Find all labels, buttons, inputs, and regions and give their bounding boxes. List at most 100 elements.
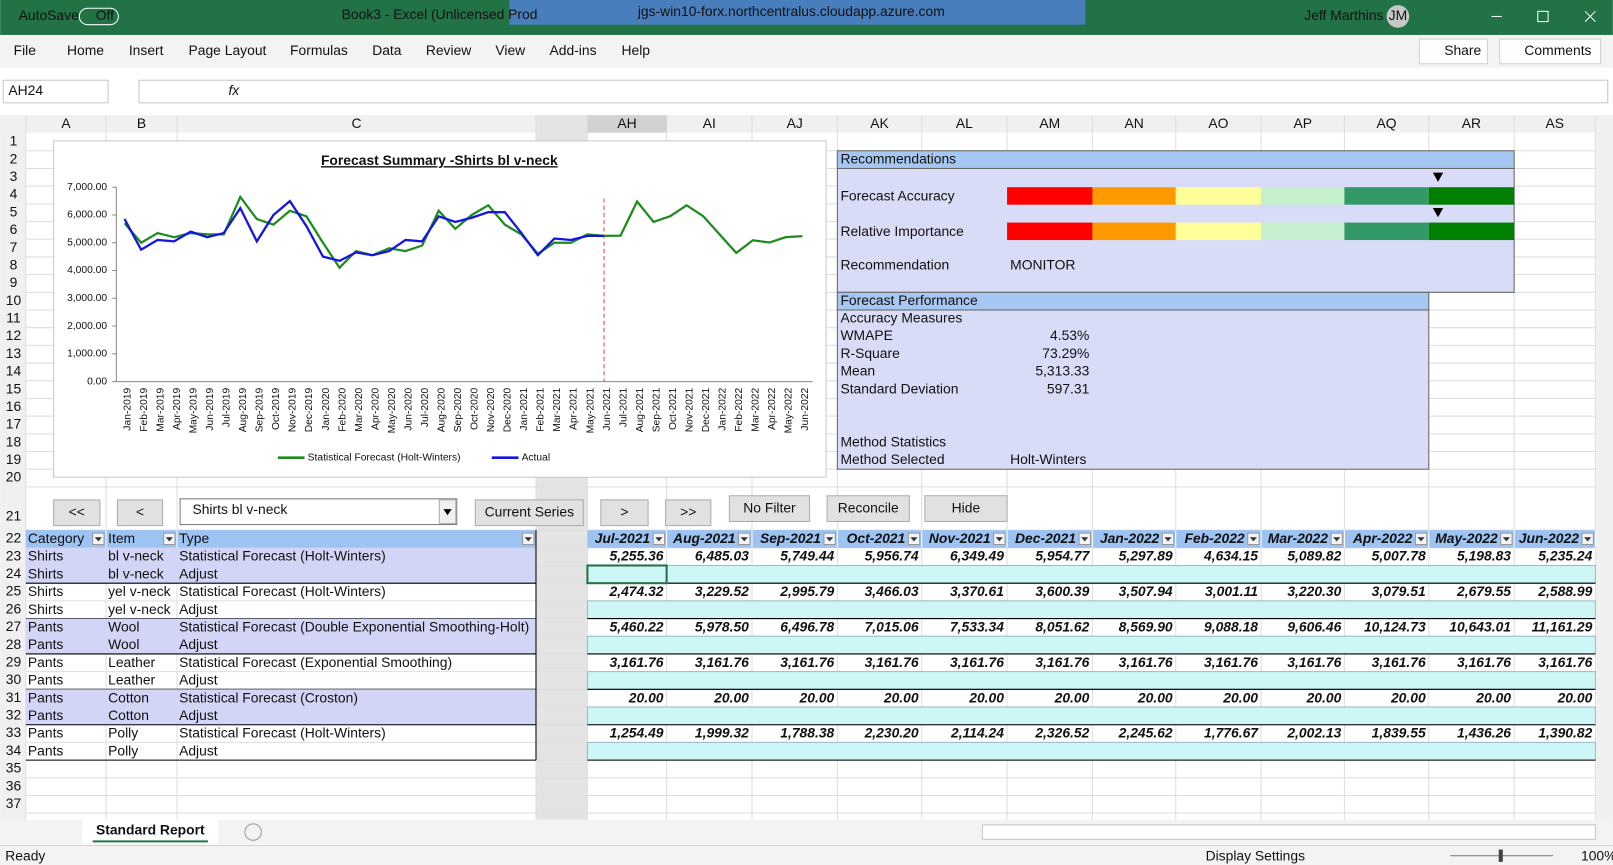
control-button[interactable] <box>116 499 164 527</box>
row-header: 23 <box>6 547 22 563</box>
ribbon-tab[interactable]: Help <box>621 42 650 58</box>
column-header: AQ <box>1377 115 1397 131</box>
ribbon-tab[interactable]: Review <box>426 42 472 58</box>
button-label[interactable]: << <box>69 503 85 519</box>
button-label[interactable]: Hide <box>952 499 981 515</box>
control-button[interactable] <box>924 495 1008 522</box>
select-value[interactable]: Shirts bl v-neck <box>192 501 287 517</box>
column-header: AL <box>956 115 973 131</box>
table-cell: Polly <box>108 725 138 741</box>
control-button[interactable] <box>600 499 649 527</box>
table-header: May-2022 <box>1435 530 1498 546</box>
row-header: 24 <box>6 565 22 581</box>
user-initials: JM <box>1389 7 1408 23</box>
x-tick-label: Jul-2019 <box>222 387 233 427</box>
x-tick-label: Jan-2022 <box>718 387 729 430</box>
table-value: 3,161.76 <box>780 654 834 670</box>
row-header: 25 <box>6 583 22 599</box>
ribbon-tab[interactable]: Add-ins <box>549 42 596 58</box>
x-tick-label: Dec-2020 <box>503 387 514 432</box>
maximize-button[interactable] <box>1537 10 1549 23</box>
row-header: 1 <box>10 133 18 149</box>
table-value: 3,161.76 <box>1204 654 1258 670</box>
y-tick-label: 4,000.00 <box>67 265 107 276</box>
ribbon-tab[interactable]: Data <box>372 42 402 58</box>
button-label[interactable]: > <box>620 503 628 519</box>
gauge-marker <box>1432 207 1444 218</box>
formula-input[interactable] <box>138 79 1609 104</box>
control-button[interactable] <box>665 499 712 527</box>
series-select[interactable] <box>179 498 458 526</box>
gauge-segment <box>1428 222 1515 241</box>
table-value: 2,995.79 <box>779 583 834 599</box>
name-box[interactable] <box>2 79 109 104</box>
document-title: Book3 - Excel (Unlicensed Prod <box>342 6 538 22</box>
sheet-tab[interactable] <box>82 819 219 844</box>
panel-label: Recommendation <box>840 256 949 272</box>
control-button[interactable] <box>474 499 584 527</box>
measure-value: 5,313.33 <box>1035 363 1089 379</box>
table-value: 5,007.78 <box>1372 548 1426 564</box>
ribbon-tab[interactable]: Insert <box>129 42 164 58</box>
gauge-segment <box>1344 187 1429 205</box>
measure-value: 73.29% <box>1042 345 1089 361</box>
comments-label: Comments <box>1524 42 1591 58</box>
x-tick-label: Mar-2021 <box>552 387 563 431</box>
vertical-scrollbar[interactable] <box>1595 115 1613 820</box>
ribbon-tab[interactable]: Page Layout <box>188 42 266 58</box>
gauge-segment <box>1007 187 1093 205</box>
table-header: Category <box>28 530 84 546</box>
close-button[interactable] <box>1584 10 1596 22</box>
chart-area <box>53 140 827 478</box>
table-value: 20.00 <box>1475 689 1511 705</box>
table-cell: Statistical Forecast (Holt-Winters) <box>179 583 386 599</box>
x-tick-label: Sep-2021 <box>651 387 662 432</box>
ribbon-tab[interactable]: View <box>495 42 526 58</box>
button-label[interactable]: Reconcile <box>838 499 899 515</box>
y-tick-label: 3,000.00 <box>67 293 107 304</box>
button-label[interactable]: >> <box>680 503 696 519</box>
button-label[interactable]: < <box>136 503 144 519</box>
control-button[interactable] <box>728 495 811 522</box>
table-value: 9,606.46 <box>1287 618 1341 634</box>
table-value: 3,161.76 <box>1035 654 1089 670</box>
sheet-tab-label[interactable]: Standard Report <box>96 822 205 838</box>
column-header: AO <box>1208 115 1228 131</box>
x-tick-label: Feb-2020 <box>337 387 348 431</box>
table-value: 8,051.62 <box>1035 618 1089 634</box>
status-display-settings[interactable]: Display Settings <box>1206 847 1306 863</box>
performance-body <box>836 309 1430 470</box>
table-cell: bl v-neck <box>108 548 164 564</box>
table-header: Nov-2021 <box>929 530 991 546</box>
table-header: Jan-2022 <box>1100 530 1160 546</box>
table-cell: Pants <box>28 672 64 688</box>
x-tick-label: Aug-2021 <box>635 387 646 432</box>
ribbon-tab[interactable]: Home <box>67 42 104 58</box>
x-tick-label: Apr-2022 <box>767 387 778 430</box>
x-tick-label: Feb-2019 <box>139 387 150 431</box>
row-band <box>25 689 536 708</box>
table-value: 5,089.82 <box>1287 548 1341 564</box>
table-value: 3,220.30 <box>1287 583 1341 599</box>
table-value: 3,161.76 <box>610 654 664 670</box>
table-value: 5,460.22 <box>610 618 664 634</box>
status-bar <box>0 845 1613 865</box>
ribbon-tab[interactable]: Formulas <box>290 42 348 58</box>
table-value: 20.00 <box>713 689 749 705</box>
autosave-toggle[interactable] <box>78 7 119 26</box>
ribbon-tab[interactable]: File <box>14 42 37 58</box>
x-tick-label: Sep-2019 <box>255 387 266 432</box>
button-label[interactable]: No Filter <box>743 499 796 515</box>
add-sheet[interactable] <box>244 823 262 841</box>
filter-arrow <box>995 537 1003 542</box>
share-button[interactable] <box>1418 38 1488 65</box>
control-button[interactable] <box>53 499 101 527</box>
row-header: 18 <box>6 433 22 449</box>
horizontal-scrollbar[interactable] <box>981 824 1596 840</box>
button-label[interactable]: Current Series <box>485 503 575 519</box>
zoom-thumb[interactable] <box>1498 849 1503 862</box>
control-button[interactable] <box>826 495 910 522</box>
row-header: 16 <box>6 398 22 414</box>
comments-button[interactable] <box>1499 38 1602 65</box>
table-header: Item <box>108 530 135 546</box>
